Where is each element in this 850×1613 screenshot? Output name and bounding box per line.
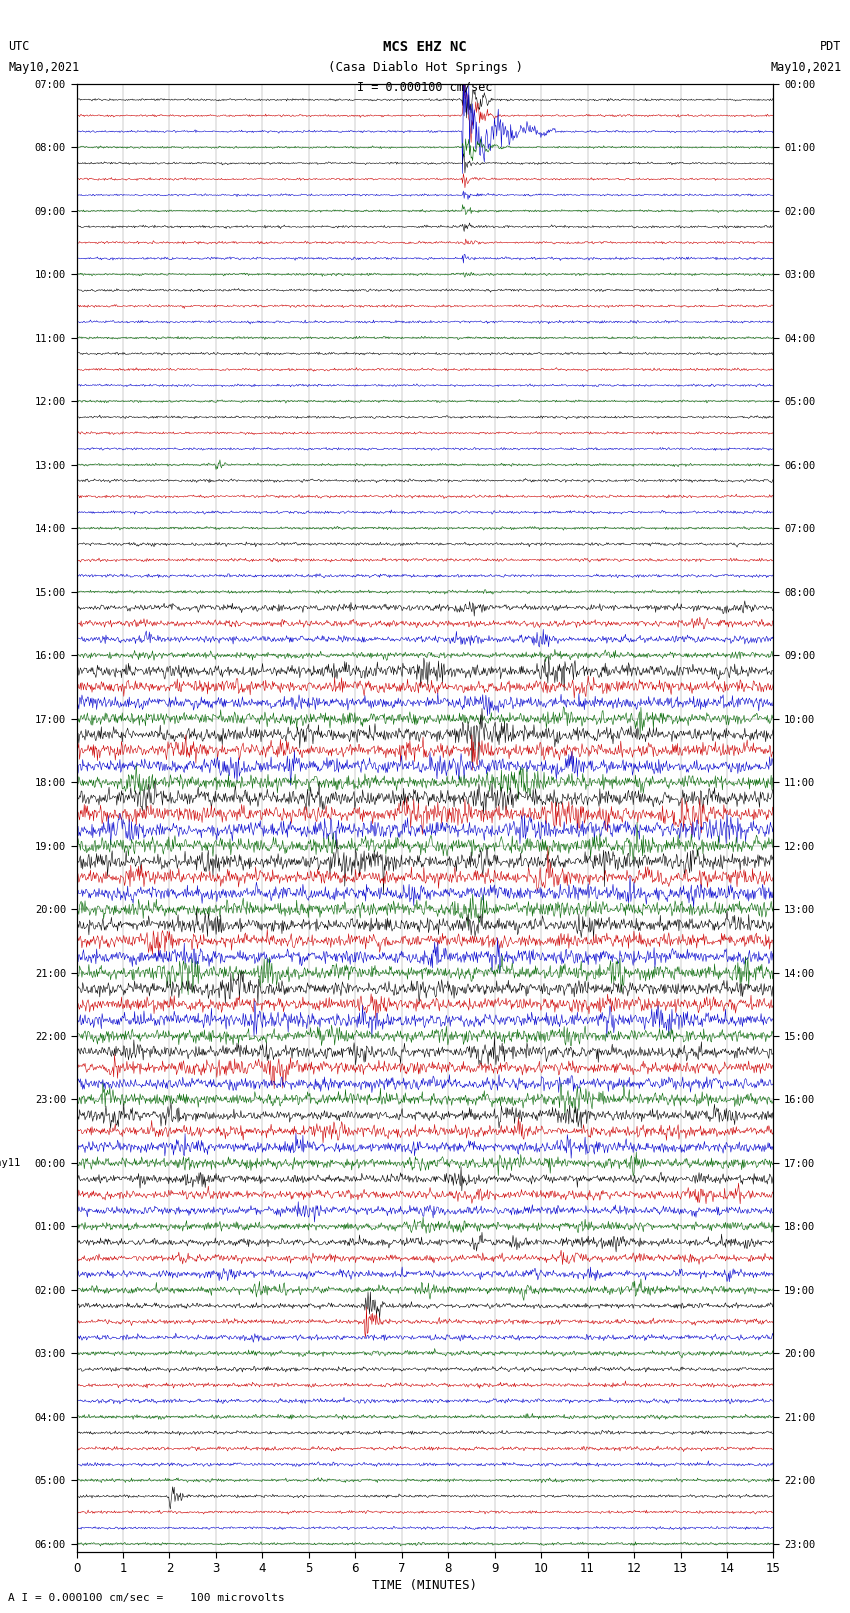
Text: A I = 0.000100 cm/sec =    100 microvolts: A I = 0.000100 cm/sec = 100 microvolts <box>8 1594 286 1603</box>
Text: UTC: UTC <box>8 40 30 53</box>
Text: PDT: PDT <box>820 40 842 53</box>
X-axis label: TIME (MINUTES): TIME (MINUTES) <box>372 1579 478 1592</box>
Text: MCS EHZ NC: MCS EHZ NC <box>383 40 467 55</box>
Text: May11: May11 <box>0 1158 20 1168</box>
Text: May10,2021: May10,2021 <box>8 61 80 74</box>
Text: May10,2021: May10,2021 <box>770 61 842 74</box>
Text: (Casa Diablo Hot Springs ): (Casa Diablo Hot Springs ) <box>327 61 523 74</box>
Text: I = 0.000100 cm/sec: I = 0.000100 cm/sec <box>357 81 493 94</box>
